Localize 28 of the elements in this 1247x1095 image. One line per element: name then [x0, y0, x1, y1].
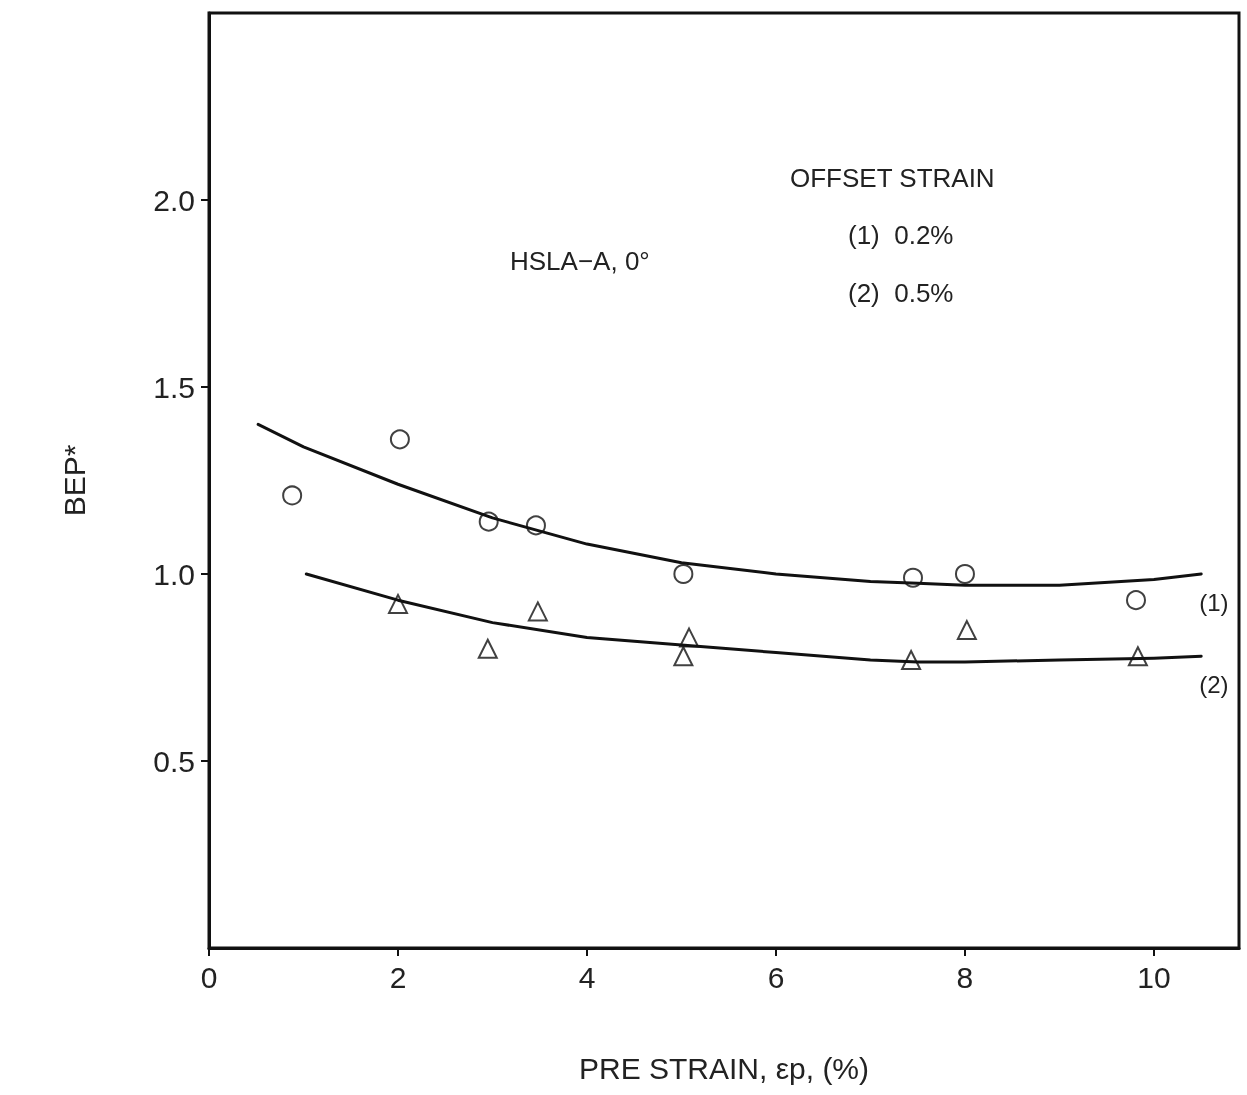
point	[389, 429, 410, 450]
y-tick-label: 1.0	[153, 557, 195, 591]
x-tick-label: 2	[389, 960, 407, 994]
point	[282, 485, 303, 506]
x-axis-title: PRE STRAIN, εp, (%)	[578, 1051, 870, 1085]
annotation: (2) 0.5%	[848, 278, 954, 308]
point	[477, 638, 498, 659]
point	[673, 564, 694, 584]
y-tick-label: 2.0	[153, 183, 195, 217]
x-tick-label: 0	[200, 960, 218, 994]
x-tick-label: 4	[578, 960, 596, 994]
series-label: (1)	[1199, 588, 1229, 616]
annotation: OFFSET STRAIN	[790, 163, 995, 193]
point	[956, 620, 977, 641]
y-axis-title: BEP*	[57, 444, 91, 517]
point	[673, 646, 694, 667]
point	[954, 564, 975, 584]
x-tick-label: 10	[1137, 960, 1171, 994]
point	[527, 601, 548, 622]
y-tick-label: 1.5	[153, 370, 195, 404]
x-tick-label: 8	[956, 960, 974, 994]
line-series	[256, 422, 1203, 587]
y-tick-label: 0.5	[153, 744, 195, 778]
series-label: (2)	[1199, 670, 1229, 698]
point	[1126, 590, 1146, 611]
annotation: (1) 0.2%	[848, 220, 954, 250]
annotation: HSLA−A, 0°	[510, 246, 650, 276]
x-tick-label: 6	[767, 960, 785, 994]
